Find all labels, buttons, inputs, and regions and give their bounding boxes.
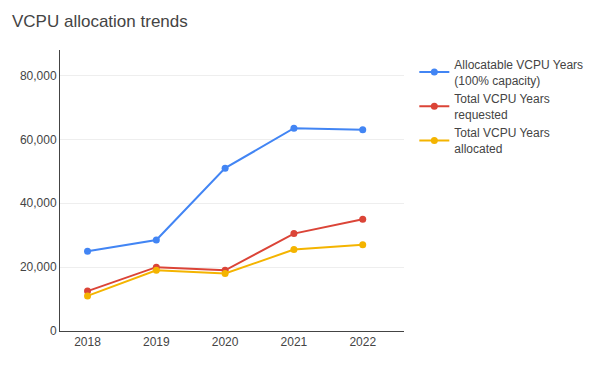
svg-text:80,000: 80,000 [20, 69, 57, 83]
svg-text:2020: 2020 [212, 335, 239, 349]
svg-text:40,000: 40,000 [20, 196, 57, 210]
svg-text:60,000: 60,000 [20, 133, 57, 147]
svg-text:Total VCPU Yearsallocated: Total VCPU Yearsallocated [454, 126, 549, 156]
svg-text:0: 0 [50, 324, 57, 338]
svg-text:20,000: 20,000 [20, 260, 57, 274]
svg-text:2019: 2019 [143, 335, 170, 349]
svg-text:VCPU allocation trends: VCPU allocation trends [12, 12, 188, 31]
svg-text:Total VCPU Yearsrequested: Total VCPU Yearsrequested [454, 92, 549, 122]
svg-text:2018: 2018 [74, 335, 101, 349]
svg-text:Allocatable VCPU Years(100% ca: Allocatable VCPU Years(100% capacity) [454, 58, 583, 88]
svg-text:2022: 2022 [349, 335, 376, 349]
svg-text:2021: 2021 [281, 335, 308, 349]
